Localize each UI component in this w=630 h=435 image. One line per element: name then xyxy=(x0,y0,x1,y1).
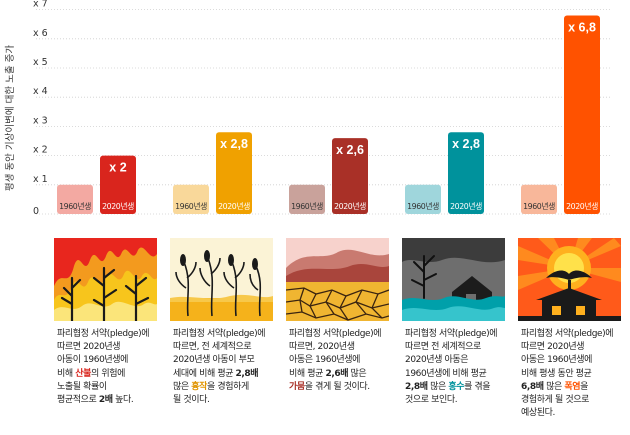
bar-series-label: 1960년생 xyxy=(175,201,207,211)
bar-data-label: x 2,6 xyxy=(336,143,364,157)
description-line: 따르면 2020년생 xyxy=(57,342,121,353)
cracked-earth-icon xyxy=(286,238,389,321)
bar-series-label: 2020년생 xyxy=(566,201,598,211)
flooded-house-icon xyxy=(402,238,505,321)
wildfire-icon xyxy=(54,238,157,321)
bar-group: 1960년생 2020년생 x 2,8 xyxy=(405,132,484,214)
description-line: 아동은 1960년생에 xyxy=(521,355,593,366)
description-line: 파리협정 서약(pledge)에 xyxy=(521,329,614,339)
y-tick-label: 0 xyxy=(33,206,39,217)
description-line: 따르면, 전 세계적으로 xyxy=(173,342,252,353)
bar-2020 xyxy=(564,15,600,214)
drought-illustration xyxy=(286,238,389,321)
y-tick-label: x 6 xyxy=(33,28,48,39)
bar-1960 xyxy=(289,184,325,214)
bar-2020 xyxy=(100,155,136,214)
y-tick-label: x 5 xyxy=(33,57,48,68)
sun-and-hut-icon xyxy=(518,238,621,321)
heatwave-illustration xyxy=(518,238,621,321)
y-axis-label: 평생 동안 기상이변에 대한 노출 증가 xyxy=(5,45,16,191)
description-line: 될 것이다. xyxy=(173,395,210,406)
description-line: 2,8배 많은 홍수를 겪을 xyxy=(405,381,491,392)
description-line: 세대에 비해 평균 2,8배 xyxy=(173,368,259,379)
description-line: 파리협정 서약(pledge)에 xyxy=(405,329,498,339)
description-line: 파리협정 서약(pledge)에 xyxy=(173,329,266,339)
bar-1960 xyxy=(173,184,209,214)
y-tick-label: x 2 xyxy=(33,145,48,156)
bar-2020 xyxy=(448,132,484,214)
bar-series-label: 2020년생 xyxy=(218,201,250,211)
description-line: 것으로 보인다. xyxy=(405,395,458,406)
description-line: 따르면 2020년생 xyxy=(521,342,585,353)
y-tick-label: x 4 xyxy=(33,86,48,97)
bar-data-label: x 2 xyxy=(109,161,126,175)
wilted-crop-icon xyxy=(170,238,273,321)
description-line: 경험하게 될 것으로 xyxy=(521,395,589,406)
bar-group: 1960년생 2020년생 x 2,8 xyxy=(173,132,252,214)
description-line: 비해 산불의 위험에 xyxy=(57,368,125,379)
bar-group: 1960년생 2020년생 x 2,6 xyxy=(289,138,368,214)
bar-1960 xyxy=(521,184,557,214)
bar-1960 xyxy=(57,184,93,214)
bar-2020 xyxy=(332,138,368,214)
y-tick-label: x 3 xyxy=(33,115,48,126)
description-line: 2020년생 아동이 부모 xyxy=(173,355,255,366)
y-tick-label: x 7 xyxy=(33,0,48,10)
crop-failure-illustration xyxy=(170,238,273,321)
description-line: 6,8배 많은 폭염을 xyxy=(521,381,588,392)
description-line: 파리협정 서약(pledge)에 xyxy=(289,329,382,339)
description-line: 평균적으로 2배 높다. xyxy=(57,395,134,406)
description-line: 따르면, 2020년생 xyxy=(289,342,355,353)
y-axis-ticks: 0 x 1 x 2 x 3 x 4 x 5 x 6 x 7 xyxy=(33,0,48,217)
description-line: 노출될 확률이 xyxy=(57,381,107,392)
bar-series-label: 2020년생 xyxy=(334,201,366,211)
description-line: 따르면 전 세계적으로 xyxy=(405,342,481,353)
bar-series-label: 1960년생 xyxy=(523,201,555,211)
bar-series-label: 2020년생 xyxy=(450,201,482,211)
bar-group: 1960년생 2020년생 x 2 xyxy=(57,155,136,214)
description-line: 가뭄을 겪게 될 것이다. xyxy=(289,381,370,392)
description-line: 예상된다. xyxy=(521,408,555,419)
bar-series-label: 1960년생 xyxy=(59,201,91,211)
bar-series-label: 2020년생 xyxy=(102,201,134,211)
bar-1960 xyxy=(405,184,441,214)
bar-series-label: 1960년생 xyxy=(291,201,323,211)
bar-data-label: x 2,8 xyxy=(452,137,480,151)
chart-bars: 1960년생 2020년생 x 2 1960년생 2020년생 x 2,8 1960년생 20… xyxy=(57,15,600,214)
flood-illustration xyxy=(402,238,505,321)
bar-chart: 0 x 1 x 2 x 3 x 4 x 5 x 6 x 7 평생 동안 기상이변에 대한 노출… xyxy=(5,0,610,217)
y-tick-label: x 1 xyxy=(33,174,48,185)
description-line: 파리협정 서약(pledge)에 xyxy=(57,329,150,339)
description-line: 아동은 1960년생에 xyxy=(289,355,361,366)
wildfire-illustration xyxy=(54,238,157,321)
description-line: 1960년생에 비해 평균 xyxy=(405,368,487,379)
bar-2020 xyxy=(216,132,252,214)
description-line: 비해 평균 2,6배 많은 xyxy=(289,368,367,379)
bar-group: 1960년생 2020년생 x 6,8 xyxy=(521,15,600,214)
bar-series-label: 1960년생 xyxy=(407,201,439,211)
description-line: 비해 평생 동안 평균 xyxy=(521,368,592,379)
bar-data-label: x 2,8 xyxy=(220,137,248,151)
description-line: 아동이 1960년생에 xyxy=(57,355,129,366)
description-line: 2020년생 아동은 xyxy=(405,355,469,366)
description-line: 많은 흉작을 경험하게 xyxy=(173,381,249,392)
bar-data-label: x 6,8 xyxy=(568,20,596,34)
